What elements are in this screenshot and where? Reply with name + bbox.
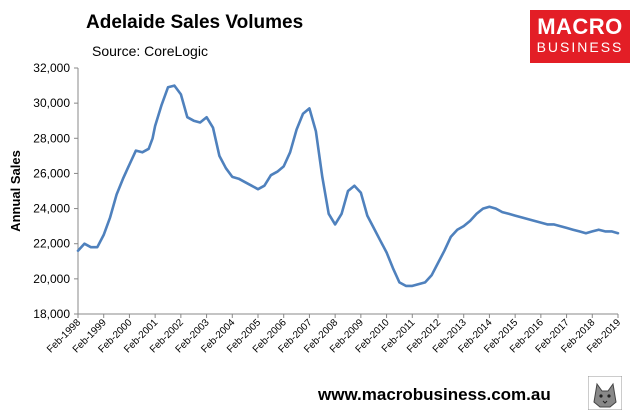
- chart-source: Source: CoreLogic: [92, 43, 208, 59]
- chart-title: Adelaide Sales Volumes: [86, 12, 304, 33]
- series-line-annual-sales: [76, 84, 620, 288]
- y-tick-label: 18,000: [33, 307, 70, 321]
- y-tick-label: 22,000: [33, 237, 70, 251]
- y-tick-label: 28,000: [33, 131, 70, 145]
- y-tick-label: 20,000: [33, 272, 70, 286]
- logo-line-macro: MACRO: [537, 14, 623, 39]
- y-axis-title: Annual Sales: [8, 150, 23, 232]
- wolf-icon: [588, 376, 622, 410]
- footer-url: www.macrobusiness.com.au: [318, 385, 551, 404]
- y-tick-label: 32,000: [33, 61, 70, 75]
- y-tick-label: 26,000: [33, 166, 70, 180]
- logo-line-business: BUSINESS: [536, 39, 624, 55]
- macrobusiness-logo: MACRO BUSINESS: [530, 10, 630, 63]
- y-tick-label: 24,000: [33, 202, 70, 216]
- y-tick-label: 30,000: [33, 96, 70, 110]
